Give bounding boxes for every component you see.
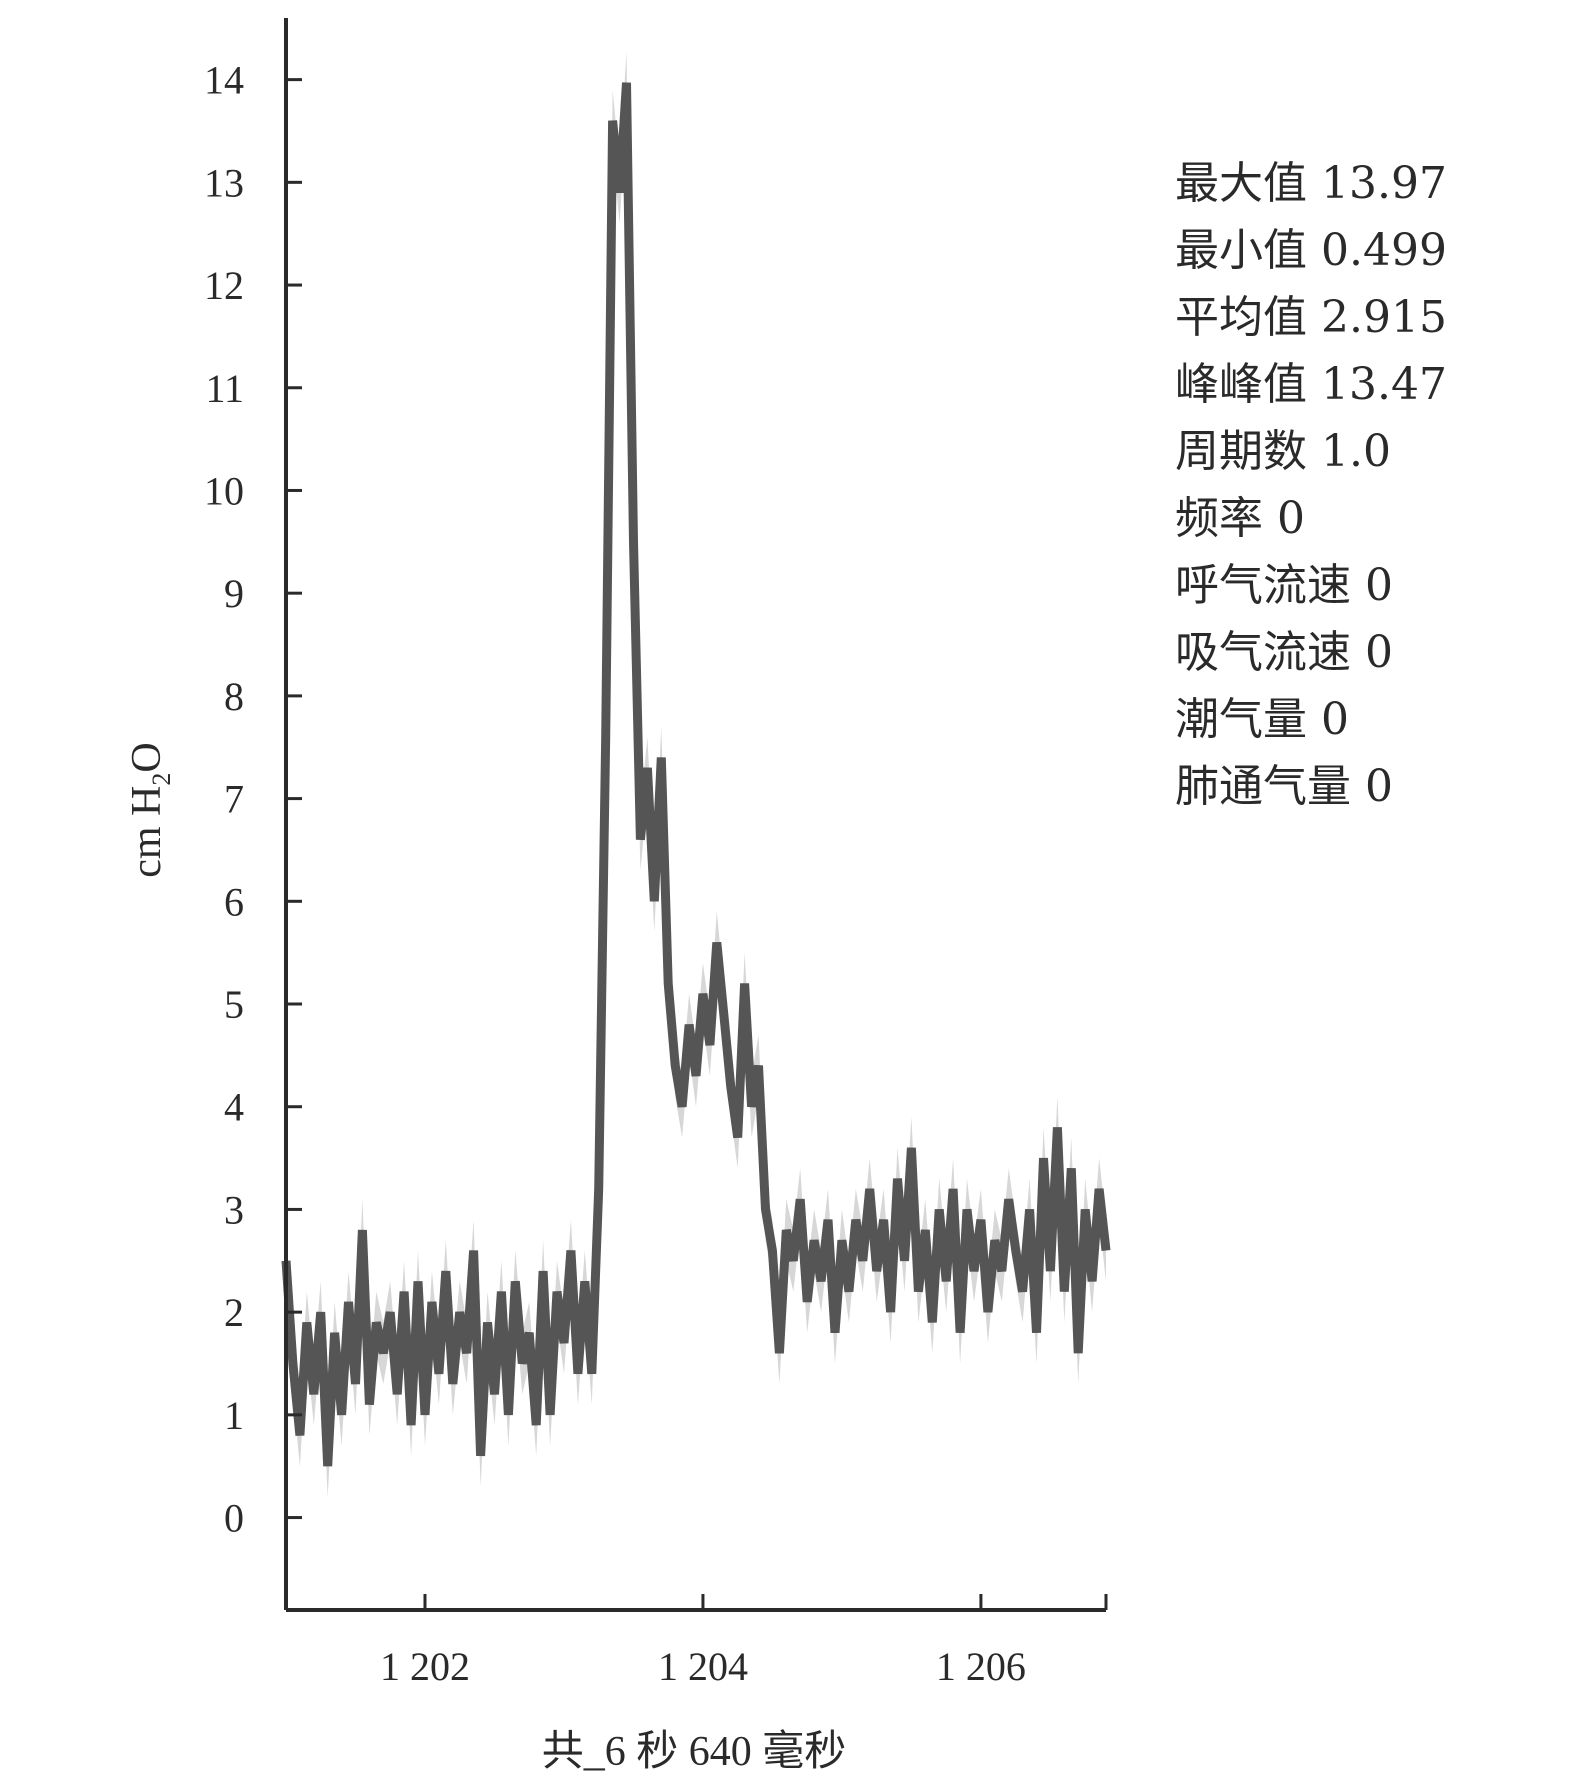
y-tick-label: 4 bbox=[224, 1085, 244, 1130]
stat-label: 频率 bbox=[1175, 493, 1263, 544]
stat-value: 2.915 bbox=[1321, 292, 1447, 343]
y-tick-label: 0 bbox=[224, 1496, 244, 1541]
y-tick-label: 12 bbox=[204, 263, 244, 308]
stat-label: 平均值 bbox=[1175, 292, 1307, 343]
stat-value: 1.0 bbox=[1321, 426, 1391, 477]
stat-item: 吸气流速 0 bbox=[1175, 619, 1447, 686]
x-tick-label: 1 202 bbox=[380, 1644, 470, 1689]
stat-item: 最大值 13.97 bbox=[1175, 150, 1447, 217]
stat-value: 0 bbox=[1365, 761, 1393, 812]
stat-label: 最大值 bbox=[1175, 158, 1307, 209]
stat-value: 0 bbox=[1365, 627, 1393, 678]
stat-item: 呼气流速 0 bbox=[1175, 552, 1447, 619]
x-axis-title: 共_6 秒 640 毫秒 bbox=[542, 1728, 847, 1775]
stat-label: 呼气流速 bbox=[1175, 560, 1351, 611]
stat-item: 峰峰值 13.47 bbox=[1175, 351, 1447, 418]
x-ticks: 1 202 1 204 1 206 bbox=[380, 1594, 1108, 1689]
x-tick-label: 1 206 bbox=[936, 1644, 1026, 1689]
y-tick-label: 6 bbox=[224, 879, 244, 924]
y-tick-label: 9 bbox=[224, 571, 244, 616]
stat-label: 周期数 bbox=[1175, 426, 1307, 477]
y-tick-label: 11 bbox=[205, 366, 244, 411]
stat-value: 0.499 bbox=[1321, 225, 1447, 276]
stats-panel: 最大值 13.97 最小值 0.499 平均值 2.915 峰峰值 13.47 周期数 … bbox=[1175, 150, 1447, 820]
y-tick-label: 7 bbox=[224, 777, 244, 822]
y-tick-label: 1 bbox=[224, 1393, 244, 1438]
y-axis-title: cm H2O bbox=[124, 742, 176, 878]
y-axis-title-sub: 2 bbox=[147, 773, 176, 786]
stat-label: 潮气量 bbox=[1175, 694, 1307, 745]
y-tick-label: 2 bbox=[224, 1290, 244, 1335]
stat-item: 最小值 0.499 bbox=[1175, 217, 1447, 284]
y-tick-label: 5 bbox=[224, 982, 244, 1027]
stat-value: 13.97 bbox=[1321, 158, 1447, 209]
stat-label: 峰峰值 bbox=[1175, 359, 1307, 410]
stat-item: 肺通气量 0 bbox=[1175, 753, 1447, 820]
stat-value: 0 bbox=[1277, 493, 1305, 544]
stat-label: 最小值 bbox=[1175, 225, 1307, 276]
stat-value: 0 bbox=[1321, 694, 1349, 745]
y-axis-title-base: cm H bbox=[124, 786, 170, 878]
stat-value: 0 bbox=[1365, 560, 1393, 611]
stat-label: 肺通气量 bbox=[1175, 761, 1351, 812]
y-axis-title-tail: O bbox=[124, 742, 170, 772]
stat-label: 吸气流速 bbox=[1175, 627, 1351, 678]
x-tick-label: 1 204 bbox=[658, 1644, 748, 1689]
plot-area bbox=[281, 51, 1111, 1497]
y-tick-label: 3 bbox=[224, 1187, 244, 1232]
stat-item: 平均值 2.915 bbox=[1175, 284, 1447, 351]
y-tick-label: 10 bbox=[204, 468, 244, 513]
y-tick-label: 14 bbox=[204, 58, 244, 103]
stat-item: 潮气量 0 bbox=[1175, 686, 1447, 753]
stat-value: 13.47 bbox=[1321, 359, 1447, 410]
stat-item: 频率 0 bbox=[1175, 485, 1447, 552]
y-tick-label: 13 bbox=[204, 160, 244, 205]
series-line bbox=[281, 82, 1111, 1467]
y-tick-label: 8 bbox=[224, 674, 244, 719]
stat-item: 周期数 1.0 bbox=[1175, 418, 1447, 485]
